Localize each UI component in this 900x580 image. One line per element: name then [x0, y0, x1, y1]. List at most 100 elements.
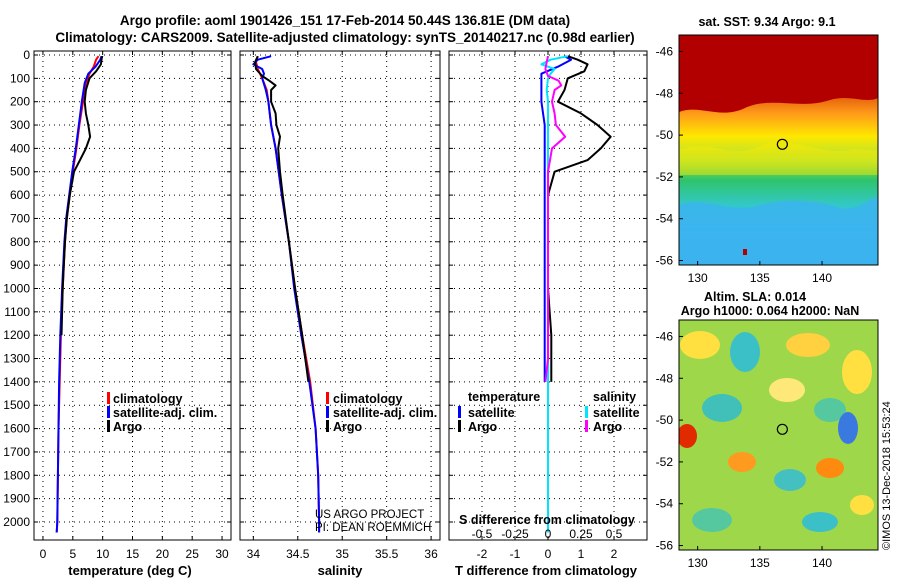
- salinity-panel: 34 34.5 35 35.5 36 salinity climatology sate…: [239, 50, 441, 578]
- lat-tick-label: -52: [656, 170, 674, 184]
- lon-tick-label: 135: [750, 556, 770, 570]
- legend-label-climatology: climatology: [333, 392, 403, 406]
- sla-low: [774, 469, 806, 491]
- difference-xtick-label: 0: [545, 547, 552, 561]
- legend-swatch-argo: [107, 420, 110, 432]
- salinity-xtick-label: 34: [247, 547, 261, 561]
- legend-swatch-satellite: [326, 406, 329, 418]
- t-difference-axis-label: T difference from climatology: [455, 563, 638, 578]
- temperature-series: [55, 55, 104, 533]
- depth-tick-label: 1200: [3, 328, 30, 342]
- temperature-xtick-label: 30: [215, 547, 229, 561]
- legend-label-s-argo: Argo: [593, 420, 623, 434]
- difference-s-xtick-label: -0.25: [501, 527, 529, 541]
- temperature-axis-label: temperature (deg C): [68, 563, 192, 578]
- legend-swatch-satellite: [107, 406, 110, 418]
- legend-swatch-climatology: [326, 392, 329, 404]
- temperature-xtick-label: 0: [40, 547, 47, 561]
- salinity-xtick-label: 35: [336, 547, 350, 561]
- legend-label-t-satellite: satellite: [468, 406, 515, 420]
- legend-swatch-t-satellite: [458, 406, 461, 418]
- temperature-line-argo: [60, 56, 104, 336]
- legend-swatch-s-argo: [585, 420, 588, 432]
- depth-tick-label: 200: [10, 95, 30, 109]
- depth-tick-label: 1900: [3, 492, 30, 506]
- temperature-plot-frame: [33, 50, 232, 541]
- difference-xtick-label: 2: [611, 547, 618, 561]
- lat-tick-label: -46: [656, 329, 674, 343]
- salinity-plot-frame: [239, 50, 441, 541]
- difference-s-xtick-label: -0.5: [472, 527, 493, 541]
- sla-low: [814, 398, 846, 422]
- float-position-marker: [776, 423, 788, 435]
- depth-tick-label: 1600: [3, 422, 30, 436]
- legend-label-argo: Argo: [113, 420, 143, 434]
- depth-tick-labels: 0 100 200 300 400 500 600 700 800 900 1000 1100 1200…: [3, 48, 30, 529]
- lat-tick-label: -56: [656, 539, 674, 553]
- depth-tick-label: 1300: [3, 352, 30, 366]
- difference-s-xtick-label: 0.25: [569, 527, 593, 541]
- sst-map-frame: [678, 34, 879, 266]
- lon-tick-label: 140: [812, 556, 832, 570]
- difference-xtick-label: 1: [578, 547, 585, 561]
- lon-tick-label: 130: [688, 271, 708, 285]
- temperature-xtick-label: 25: [186, 547, 200, 561]
- sla-high: [786, 333, 830, 357]
- salinity-axis-label: salinity: [318, 563, 364, 578]
- depth-tick-label: 1000: [3, 281, 30, 295]
- sla-high: [842, 350, 872, 394]
- difference-ticks: -2 -1 0 1 2 -0.5 -0.25 0 0.25 0.5: [449, 51, 647, 561]
- float-position-marker: [776, 138, 788, 150]
- sla-low: [730, 332, 760, 372]
- legend-label-satellite: satellite-adj. clim.: [113, 406, 217, 420]
- legend-swatch-t-argo: [458, 420, 461, 432]
- temperature-panel: 0 5 10 15 20 25 30 0 100 200 300 400 500 600 700 800 90…: [3, 48, 232, 578]
- project-text: US ARGO PROJECT: [315, 509, 424, 521]
- s-difference-axis-label: S difference from climatology: [459, 513, 635, 527]
- imos-timestamp: ©IMOS 13-Dec-2018 15:53:24: [881, 401, 893, 550]
- depth-tick-label: 1100: [4, 305, 30, 319]
- lat-tick-label: -52: [656, 455, 674, 469]
- salinity-ticks: 34 34.5 35 35.5 36: [240, 51, 440, 561]
- pi-text: PI: DEAN ROEMMICH: [315, 522, 431, 534]
- salinity-line-satellite-adj-clim-: [252, 55, 321, 533]
- lat-tick-label: -50: [656, 128, 674, 142]
- sst-map: sat. SST: 9.34 Argo: 9.1 -46 -48 -50 -52 -54…: [656, 15, 879, 285]
- sla-low: [692, 508, 732, 532]
- difference-xtick-label: -1: [510, 547, 521, 561]
- legend-title-salinity: salinity: [593, 390, 636, 404]
- sst-speck: [743, 249, 747, 255]
- difference-line-t-satellite: [540, 55, 573, 382]
- lon-tick-label: 135: [750, 271, 770, 285]
- sst-cold-region: [679, 196, 878, 265]
- difference-series: [540, 55, 612, 533]
- sst-lat-labels: -46 -48 -50 -52 -54 -56: [656, 44, 683, 268]
- difference-grid: [449, 51, 647, 540]
- sst-map-title: sat. SST: 9.34 Argo: 9.1: [698, 15, 835, 29]
- lon-tick-label: 130: [688, 556, 708, 570]
- depth-tick-label: 600: [10, 188, 30, 202]
- sst-warm-region: [679, 35, 878, 113]
- depth-tick-label: 2000: [3, 515, 30, 529]
- sla-high: [816, 458, 844, 478]
- sla-map-subtitle: Argo h1000: 0.064 h2000: NaN: [681, 304, 860, 318]
- temperature-ticks: 0 5 10 15 20 25 30: [34, 51, 231, 561]
- depth-tick-label: 500: [10, 165, 30, 179]
- sla-lon-labels: 130 135 140: [688, 546, 832, 570]
- legend-label-t-argo: Argo: [468, 420, 498, 434]
- difference-s-xtick-label: 0: [545, 527, 552, 541]
- sla-map: Altim. SLA: 0.014 Argo h1000: 0.064 h200…: [656, 290, 879, 570]
- difference-legend: temperature satellite Argo salinity sate…: [458, 390, 640, 434]
- lat-tick-label: -48: [656, 371, 674, 385]
- legend-title-temperature: temperature: [468, 390, 540, 404]
- legend-label-s-satellite: satellite: [593, 406, 640, 420]
- temperature-xtick-label: 15: [126, 547, 140, 561]
- difference-xtick-label: -2: [477, 547, 488, 561]
- sst-front-band: [679, 142, 878, 175]
- sla-high: [679, 424, 697, 448]
- temperature-legend: climatology satellite-adj. clim. Argo: [107, 392, 217, 434]
- salinity-series: [252, 55, 321, 533]
- depth-tick-label: 1800: [3, 468, 30, 482]
- depth-tick-label: 1500: [3, 398, 30, 412]
- lat-tick-label: -54: [656, 497, 674, 511]
